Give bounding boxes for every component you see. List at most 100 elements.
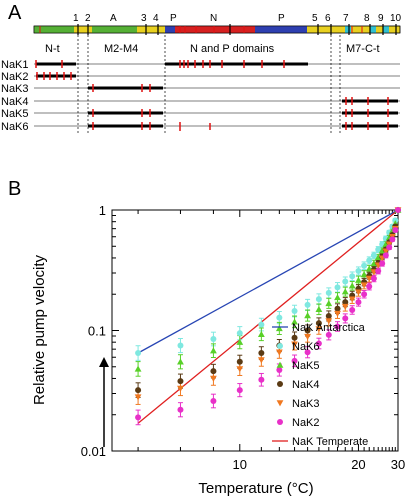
series-line [137,209,399,424]
data-point [342,315,349,322]
data-point [258,350,265,357]
data-point [325,331,332,338]
data-point [236,366,244,373]
data-point [134,365,142,372]
data-point [291,308,298,315]
data-point [276,367,283,374]
legend-label: NaK2 [292,417,320,429]
x-tick-label: 20 [351,457,365,472]
data-point [355,276,362,283]
data-point [366,283,373,290]
region-label-m7-c-t: M7-C-t [346,43,380,55]
data-point [210,397,217,404]
row-label-nak5: NaK5 [1,108,29,120]
row-label-nak2: NaK2 [1,71,29,83]
data-point [355,289,362,296]
data-point [341,303,349,310]
data-point [361,262,368,269]
data-point [379,260,386,267]
data-point [375,267,382,274]
data-point [342,299,349,306]
data-point [291,318,298,325]
data-point [304,333,311,340]
data-point [177,358,184,365]
data-point [342,278,349,285]
domain-diagram: 1 2 3 4 5 6 7 8 9 10 A P N P [1,13,402,135]
data-point [392,227,399,234]
domain-number-7: 7 [343,13,349,24]
data-point [257,330,265,338]
legend-marker [277,343,283,349]
data-point [341,288,349,295]
data-point [375,246,382,253]
data-point [360,271,368,278]
data-point [355,267,362,274]
data-point [389,236,396,243]
x-tick-labels: 10 20 30 [233,457,406,472]
pump-velocity-chart: 0.01 0.1 1 10 20 30 Relative pump velocity T… [31,203,406,497]
data-point [276,314,283,321]
domain-letter-n: N [210,13,217,24]
data-point [177,342,184,349]
x-tick-label: 30 [391,457,405,472]
region-label-n-t: N-t [45,43,60,55]
legend: NaK Antarctica NaK6 NaK5 NaK4 NaK3 NaK2 NaK Te… [272,322,368,448]
protein-domain-bar [33,24,401,35]
data-point [382,252,389,259]
domain-number-10: 10 [390,13,402,24]
y-tick-label: 1 [99,203,106,218]
data-point [325,318,333,325]
data-point [236,387,243,394]
increase-arrow [99,357,109,447]
panel-b-label: B [8,178,22,200]
data-point [334,310,341,318]
data-point [257,357,265,364]
data-point [366,257,373,264]
data-point [349,273,356,280]
data-point [349,306,356,313]
data-point [315,320,322,327]
data-point [348,296,356,303]
data-point [291,341,298,348]
data-point [325,312,332,319]
data-point [304,312,311,319]
domain-number-8: 8 [364,13,370,24]
domain-number-6: 6 [325,13,331,24]
domain-number-2: 2 [85,13,91,24]
series-line [137,209,399,354]
domain-number-4: 4 [153,13,159,24]
data-point [258,321,265,328]
data-point [395,207,401,213]
row-label-nak3: NaK3 [1,83,29,95]
data-point [365,265,373,272]
region-label-m2-m4: M2-M4 [104,43,138,55]
data-point [315,326,323,333]
data-point [315,305,323,313]
data-point [370,275,377,282]
data-point [291,334,298,341]
data-point [348,282,356,289]
data-point [236,358,243,365]
legend-label: NaK Antarctica [292,322,366,334]
row-label-nak6: NaK6 [1,121,29,133]
data-point [382,248,390,255]
data-point [236,330,243,337]
data-point [210,375,217,382]
panel-a-label: A [8,2,22,24]
data-point [177,385,184,392]
row-label-nak4: NaK4 [1,96,29,108]
data-point [315,340,322,347]
domain-number-3: 3 [141,13,147,24]
data-point [258,376,265,383]
legend-label: NaK6 [292,341,320,353]
legend-label: NaK3 [292,398,320,410]
legend-label: NaK5 [292,360,320,372]
domain-letter-a: A [110,13,117,24]
region-label-np-domains: N and P domains [190,43,275,55]
data-point [334,294,341,301]
x-tick-label: 10 [233,457,247,472]
data-point [334,305,341,312]
data-point [135,414,142,421]
data-point [134,394,142,401]
data-point [236,338,244,345]
